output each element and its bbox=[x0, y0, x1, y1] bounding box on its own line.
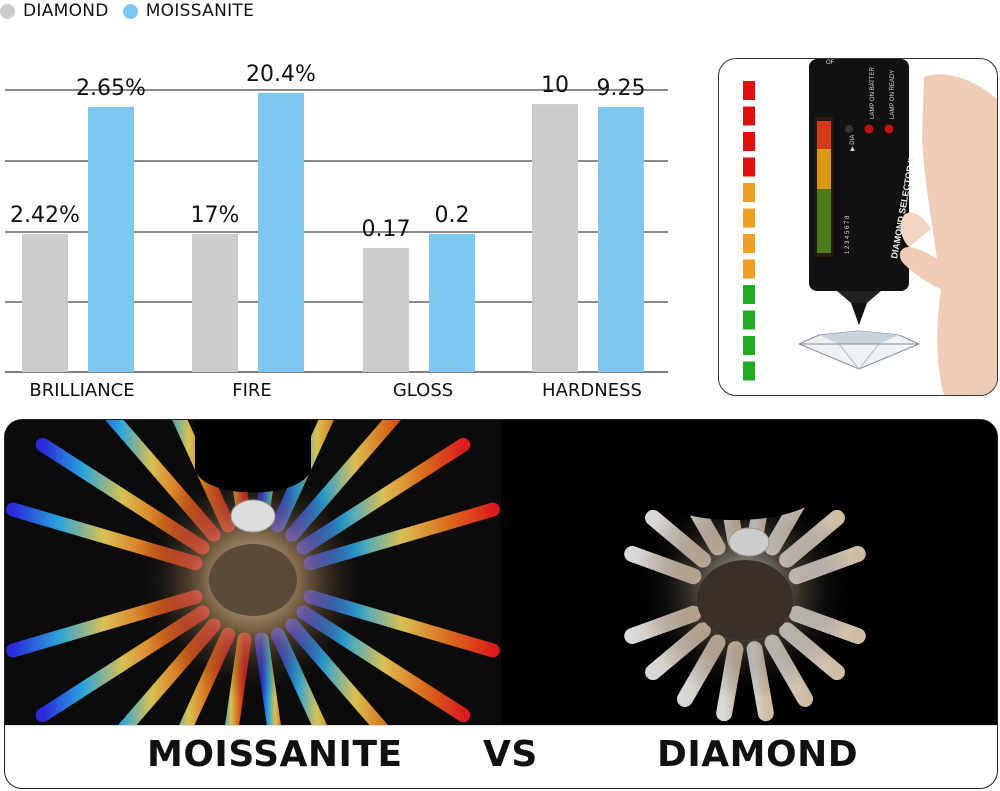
category-label-gloss: GLOSS bbox=[393, 380, 453, 401]
indicator-segment-4 bbox=[743, 183, 755, 202]
indicator-segment-7 bbox=[743, 259, 755, 279]
diamond-tester-illustration: OF LAMP ON BATTER LAMP ON READY ▶ DIA 1 … bbox=[743, 59, 997, 395]
chart-legend: DIAMOND MOISSANITE bbox=[0, 0, 268, 22]
data-label-diamond-gloss: 0.17 bbox=[362, 217, 411, 242]
hand bbox=[899, 74, 997, 395]
indicator-segment-0 bbox=[743, 81, 755, 100]
bar-moissanite-gloss bbox=[429, 233, 475, 372]
moissanite-probe bbox=[195, 420, 311, 493]
indicator-segment-5 bbox=[743, 208, 755, 228]
legend-label-moissanite: MOISSANITE bbox=[145, 1, 255, 21]
data-label-diamond-fire: 17% bbox=[191, 203, 240, 228]
tester-probe-tip bbox=[851, 303, 867, 325]
bar-moissanite-fire bbox=[258, 92, 304, 372]
category-label-brilliance: BRILLIANCE bbox=[29, 380, 134, 401]
indicator-segment-11 bbox=[743, 361, 755, 381]
tester-body bbox=[809, 59, 909, 291]
data-label-diamond-hardness: 10 bbox=[541, 73, 569, 98]
tester-label-lamp-ready: LAMP ON READY bbox=[890, 70, 896, 119]
bar-diamond-fire bbox=[192, 233, 238, 372]
legend-swatch-moissanite bbox=[122, 3, 138, 19]
legend-label-diamond: DIAMOND bbox=[23, 1, 109, 21]
bar-diamond-hardness bbox=[532, 104, 578, 372]
moissanite-base bbox=[209, 544, 297, 616]
tester-gem bbox=[797, 330, 921, 370]
caption-diamond: DIAMOND bbox=[657, 734, 859, 775]
bar-chart: 2.42% 2.65% BRILLIANCE 17% 20.4% FIRE 0.17 0.2 G… bbox=[5, 62, 668, 401]
caption-bar: MOISSANITE VS DIAMOND bbox=[5, 725, 997, 788]
diamond-gem bbox=[728, 527, 770, 557]
tester-button bbox=[845, 125, 853, 133]
indicator-segment-2 bbox=[743, 132, 755, 151]
level-green bbox=[817, 189, 831, 253]
level-red bbox=[817, 121, 831, 149]
battery-lamp bbox=[864, 124, 874, 134]
photo-comparison bbox=[5, 420, 997, 788]
diamond-base bbox=[697, 560, 793, 640]
level-amber bbox=[817, 149, 831, 189]
indicator-segment-6 bbox=[743, 234, 755, 253]
diamond-probe bbox=[645, 420, 825, 520]
indicator-segment-10 bbox=[743, 336, 755, 355]
indicator-column bbox=[743, 81, 755, 381]
caption-moissanite: MOISSANITE bbox=[147, 734, 403, 775]
category-label-fire: FIRE bbox=[232, 380, 272, 401]
data-label-moissanite-fire: 20.4% bbox=[246, 62, 316, 87]
diamond-tester-panel: OF LAMP ON BATTER LAMP ON READY ▶ DIA 1 … bbox=[718, 58, 998, 396]
moissanite-gem bbox=[230, 499, 276, 533]
tester-label-dia: ▶ DIA bbox=[850, 135, 856, 151]
indicator-segment-9 bbox=[743, 310, 755, 330]
tester-label-of: OF bbox=[826, 60, 835, 66]
data-label-diamond-brilliance: 2.42% bbox=[10, 203, 80, 228]
indicator-segment-1 bbox=[743, 106, 755, 126]
bar-moissanite-brilliance bbox=[88, 106, 134, 373]
bar-diamond-gloss bbox=[363, 247, 409, 372]
ready-lamp bbox=[884, 124, 894, 134]
tester-scale-numbers: 1 2 3 4 5 6 7 8 bbox=[845, 215, 851, 254]
bar-diamond-brilliance bbox=[22, 233, 68, 372]
data-label-moissanite-gloss: 0.2 bbox=[435, 203, 470, 228]
legend-swatch-diamond bbox=[0, 3, 15, 19]
tester-label-lamp-battery: LAMP ON BATTER bbox=[870, 67, 876, 119]
tester-probe-collar bbox=[837, 291, 881, 303]
bar-moissanite-hardness bbox=[598, 106, 644, 373]
caption-vs: VS bbox=[483, 734, 538, 775]
indicator-segment-8 bbox=[743, 285, 755, 304]
data-label-moissanite-hardness: 9.25 bbox=[597, 76, 646, 101]
data-label-moissanite-brilliance: 2.65% bbox=[76, 76, 146, 101]
legend-item-diamond: DIAMOND bbox=[0, 1, 109, 21]
indicator-segment-3 bbox=[743, 157, 755, 177]
legend-item-moissanite: MOISSANITE bbox=[122, 1, 255, 21]
category-label-hardness: HARDNESS bbox=[542, 380, 642, 401]
photo-comparison-panel: MOISSANITE VS DIAMOND bbox=[4, 419, 998, 789]
